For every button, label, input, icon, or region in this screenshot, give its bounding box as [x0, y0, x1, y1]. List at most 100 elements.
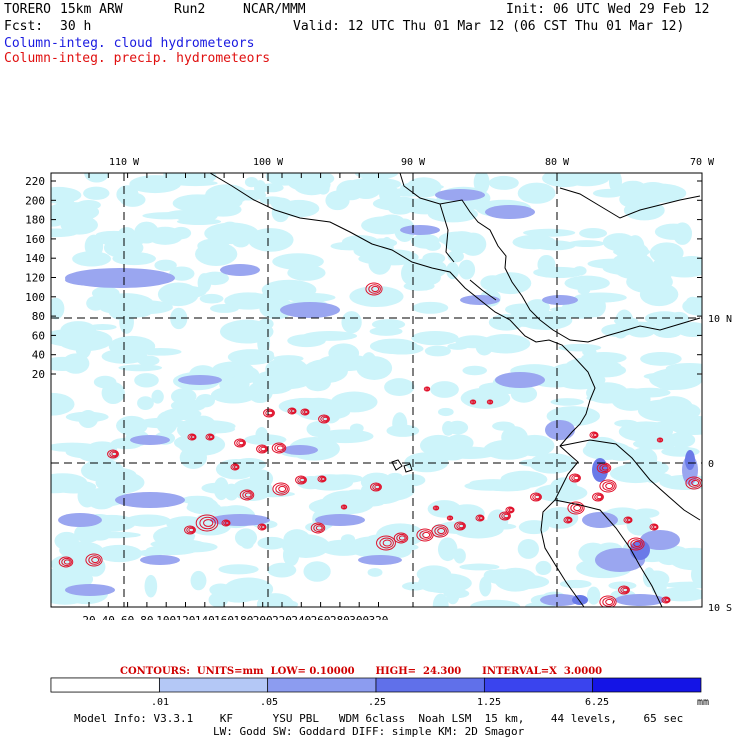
cloud-patch [671, 403, 701, 420]
precip-contour [289, 408, 296, 414]
precip-contour [592, 492, 604, 502]
precip-contour [236, 439, 245, 447]
cloud-patch [65, 411, 109, 423]
precip-contour [688, 478, 701, 488]
cloud-patch [488, 314, 525, 331]
cloud-patch [83, 186, 110, 200]
precip-contour [187, 433, 197, 441]
cloud-patch [533, 266, 584, 279]
precip-contour [594, 493, 603, 501]
cloud-patch [401, 261, 421, 286]
precip-contour [238, 440, 245, 446]
cloud-patch [437, 442, 468, 461]
colorbar-segment [50, 677, 160, 693]
precip-contour [605, 598, 614, 606]
cloud-patch [559, 579, 592, 589]
precip-contour [530, 492, 542, 502]
cloud-patch [125, 514, 171, 527]
cloud-hydrometeor-field [51, 173, 702, 607]
precip-contour [371, 285, 380, 293]
cloud-patch [199, 293, 224, 304]
cloud-patch [459, 563, 500, 571]
precip-contour [310, 522, 326, 534]
precip-contour [257, 523, 267, 531]
field-cloud-title: Column-integ. cloud hydrometeors [4, 36, 255, 51]
precip-contour [320, 415, 329, 423]
precip-contour [258, 445, 267, 453]
cloud-patch [432, 593, 449, 607]
colorbar-segment [158, 677, 269, 693]
precip-contour [623, 516, 633, 524]
cloud-patch-dark [572, 595, 588, 605]
cloud-patch [361, 216, 408, 235]
y-tick-label: 180 [25, 214, 45, 227]
precip-contour [618, 585, 630, 595]
y-tick-label: 200 [25, 194, 45, 207]
cloud-patch [96, 544, 143, 563]
cloud-patch [287, 334, 326, 348]
precip-contour [318, 414, 330, 424]
precip-contour [456, 522, 465, 530]
cloud-patch [261, 279, 317, 301]
cloud-patch [585, 436, 619, 458]
x-tick-label: 200 [253, 614, 273, 620]
cloud-patch [51, 442, 99, 452]
cloud-patch [585, 382, 629, 404]
cloud-patch [386, 424, 420, 437]
x-tick-label: 260 [311, 614, 331, 620]
precip-contour [107, 449, 119, 459]
precip-contour [501, 512, 510, 520]
cloud-patch [649, 242, 684, 264]
cloud-patch [438, 231, 480, 247]
cloud-patch [354, 173, 399, 180]
precip-contour [596, 494, 603, 500]
cloud-patch [256, 593, 294, 607]
cloud-patch [77, 484, 98, 508]
organization: NCAR/MMM [243, 2, 306, 17]
cloud-patch [430, 381, 459, 398]
cloud-patch-mid [178, 375, 222, 385]
x-tick-label: 220 [272, 614, 292, 620]
precip-contour [343, 505, 347, 509]
cloud-patch [379, 185, 401, 204]
cloud-patch [244, 176, 259, 188]
cloud-patch [663, 265, 702, 278]
cloud-patch [640, 351, 682, 366]
precip-contour [224, 521, 230, 525]
precip-contour [239, 489, 255, 501]
precip-contour [573, 504, 582, 512]
precip-hydrometeor-contours [58, 282, 702, 607]
cloud-patch [166, 285, 207, 299]
precip-contour [659, 438, 663, 442]
cloud-patch-mid [220, 264, 260, 276]
precip-contour [290, 409, 296, 413]
precip-contour [205, 433, 215, 441]
cloud-patch [205, 184, 249, 206]
precip-contour [664, 598, 670, 602]
cloud-patch [210, 386, 257, 404]
precip-contour [275, 484, 288, 494]
cloud-patch [483, 479, 497, 488]
cloud-patch [458, 259, 476, 280]
coastline-mexico-pacific [209, 173, 596, 607]
cloud-patch [181, 495, 214, 505]
precip-contour [313, 523, 324, 533]
x-tick-label: 20 [82, 614, 95, 620]
precip-contour [605, 482, 614, 490]
cloud-patch [88, 324, 117, 331]
cloud-patch [646, 476, 661, 484]
x-axis-ticks: 20 40 60 8010012014016018020022024026028030… [82, 173, 388, 620]
cloud-patch [369, 238, 398, 248]
cloud-patch-mid [58, 513, 102, 527]
cloud-patch [267, 562, 297, 578]
island-galapagos [391, 459, 413, 473]
precip-contour [365, 282, 383, 296]
cloud-patch [626, 514, 653, 536]
precip-contour [472, 400, 476, 404]
cloud-patch [51, 228, 78, 238]
cloud-patch [657, 551, 681, 566]
cloud-patch [341, 311, 362, 334]
cloud-patch-mid [140, 555, 180, 565]
cloud-patch [308, 497, 365, 516]
x-tick-label: 40 [102, 614, 115, 620]
